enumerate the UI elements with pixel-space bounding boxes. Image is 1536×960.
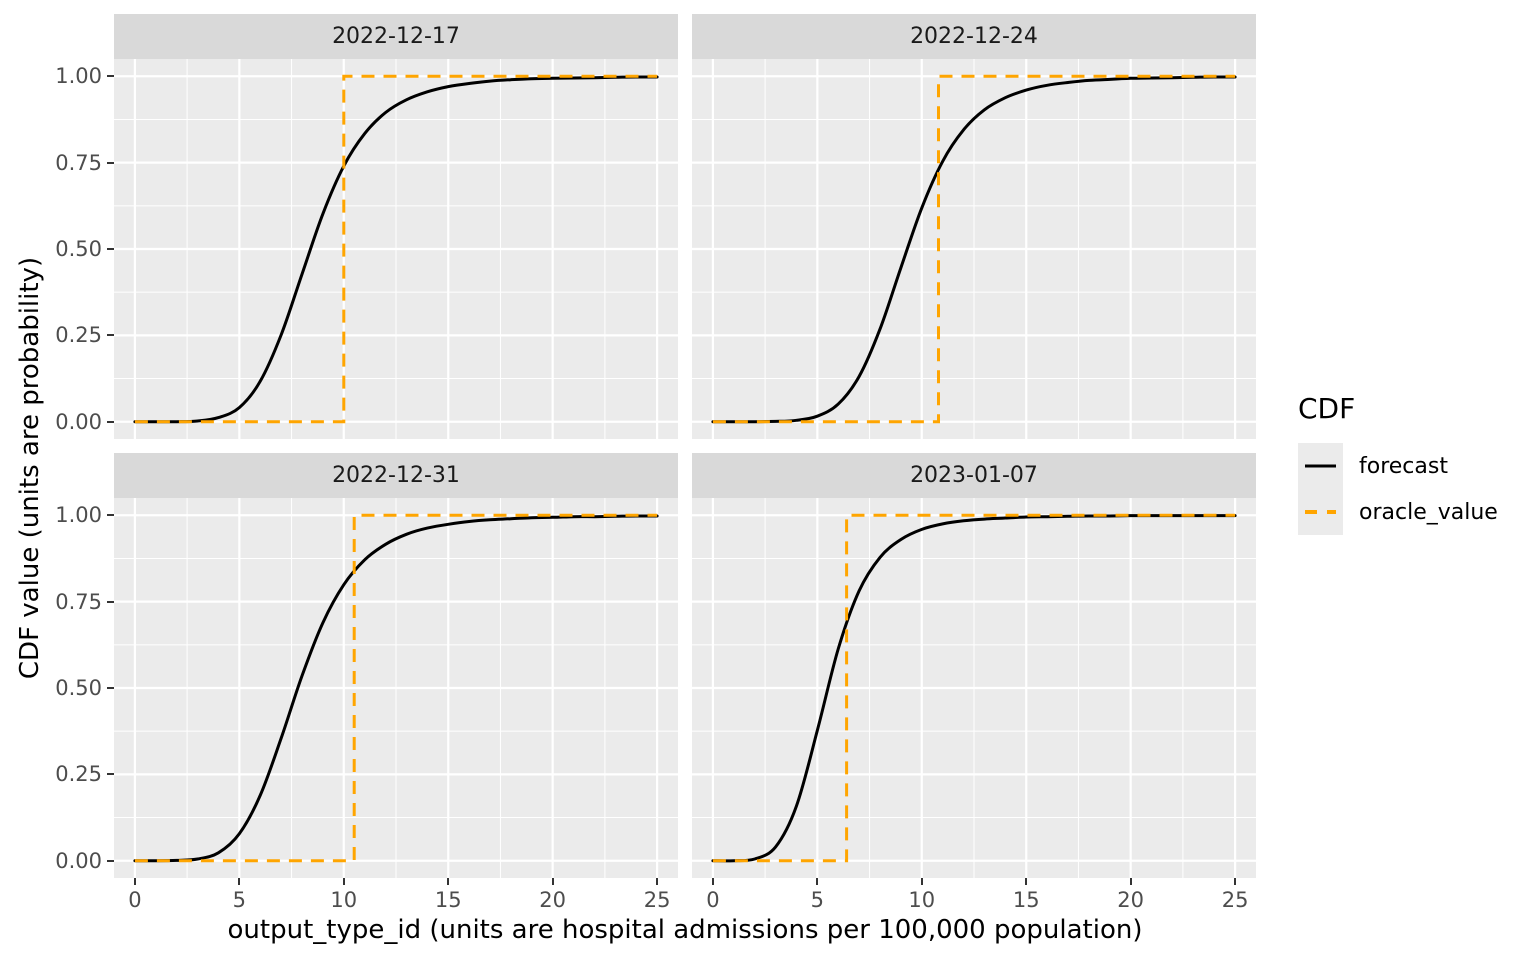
x-tick-label: 0	[128, 888, 142, 912]
forecast-line-swatch-icon	[1298, 443, 1343, 489]
y-tick-label: 0.25	[55, 323, 102, 348]
legend-entry-oracle-value: oracle_value	[1298, 489, 1498, 535]
x-tick-label: 10	[908, 888, 936, 912]
x-tick-mark	[656, 878, 659, 885]
y-tick-label: 0.50	[55, 237, 102, 261]
x-tick-label: 15	[1012, 888, 1040, 912]
oracle-step-line	[134, 74, 658, 424]
y-tick-mark	[107, 859, 114, 862]
x-tick-mark	[1129, 878, 1132, 885]
y-tick-label: 0.00	[55, 848, 102, 873]
oracle-dashed-line-swatch-icon	[1298, 489, 1343, 535]
x-tick-label: 20	[1117, 888, 1145, 912]
y-tick-label: 0.75	[55, 150, 102, 175]
facet-strip-2022-12-31: 2022-12-31	[114, 453, 678, 498]
legend-label-forecast: forecast	[1359, 453, 1448, 479]
x-tick-label: 25	[643, 888, 671, 912]
x-tick-mark	[133, 878, 136, 885]
x-tick-label: 5	[810, 888, 825, 912]
y-tick-mark	[107, 420, 114, 423]
legend-label-oracle-value: oracle_value	[1359, 499, 1498, 525]
forecast-curve	[133, 75, 659, 424]
facet-plot-2022-12-24	[692, 59, 1256, 439]
x-tick-label: 20	[539, 888, 567, 912]
x-tick-mark	[816, 878, 819, 885]
x-axis-title: output_type_id (units are hospital admis…	[227, 915, 1143, 945]
facet-strip-2023-01-07: 2023-01-07	[692, 453, 1256, 498]
y-tick-label: 1.00	[55, 64, 102, 89]
y-tick-mark	[107, 687, 114, 689]
oracle-step-line	[712, 513, 1236, 863]
x-tick-mark	[711, 878, 714, 885]
legend: CDF forecast oracle_value	[1298, 392, 1498, 535]
y-axis-title: CDF value (units are probability)	[15, 256, 45, 680]
x-tick-mark	[551, 878, 554, 885]
y-tick-label: 1.00	[55, 503, 102, 528]
y-tick-mark	[107, 248, 114, 250]
x-tick-mark	[1025, 878, 1028, 885]
legend-title: CDF	[1298, 392, 1356, 425]
x-tick-label: 0	[706, 888, 720, 912]
oracle-step-line	[712, 74, 1236, 424]
y-tick-mark	[107, 600, 114, 603]
x-tick-mark	[238, 878, 241, 885]
facet-plot-2023-01-07	[692, 498, 1256, 878]
y-tick-label: 0.50	[55, 676, 102, 700]
x-tick-mark	[920, 878, 923, 885]
facet-plot-2022-12-31	[114, 498, 678, 878]
forecast-curve	[711, 75, 1237, 424]
oracle-step-line	[134, 513, 658, 863]
facet-plot-2022-12-17	[114, 59, 678, 439]
y-tick-label: 0.25	[55, 762, 102, 787]
y-tick-mark	[107, 334, 114, 337]
y-tick-mark	[107, 75, 114, 78]
x-tick-label: 25	[1221, 888, 1249, 912]
x-tick-mark	[1234, 878, 1237, 885]
y-tick-mark	[107, 161, 114, 164]
x-tick-mark	[342, 878, 345, 885]
y-tick-label: 0.00	[55, 409, 102, 434]
facet-strip-2022-12-17: 2022-12-17	[114, 14, 678, 59]
x-tick-label: 5	[232, 888, 247, 912]
y-tick-mark	[107, 773, 114, 776]
x-tick-mark	[447, 878, 450, 885]
y-tick-label: 0.75	[55, 589, 102, 614]
x-tick-label: 15	[434, 888, 462, 912]
x-tick-label: 10	[330, 888, 358, 912]
y-tick-mark	[107, 514, 114, 517]
legend-entry-forecast: forecast	[1298, 443, 1498, 489]
facet-strip-2022-12-24: 2022-12-24	[692, 14, 1256, 59]
